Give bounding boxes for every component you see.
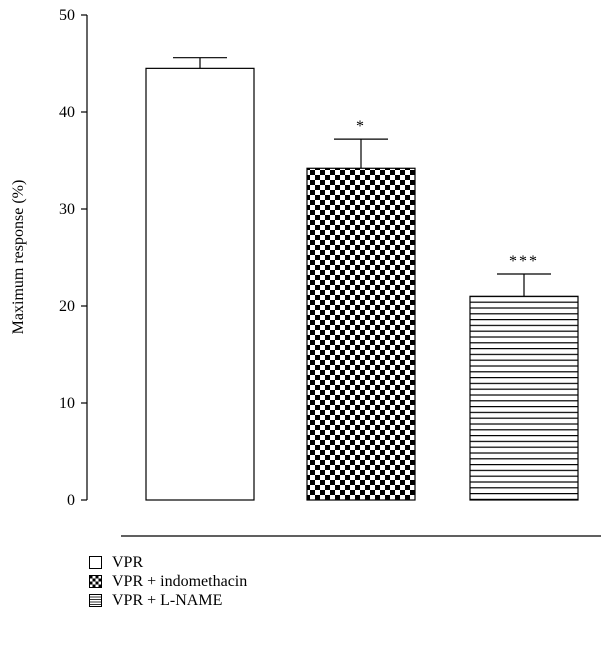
legend-label: VPR bbox=[112, 553, 144, 571]
legend-swatch bbox=[89, 594, 102, 607]
y-tick-label: 0 bbox=[67, 492, 75, 509]
legend-swatch-graphic bbox=[89, 556, 102, 569]
legend-swatch bbox=[89, 556, 102, 569]
y-tick-label: 30 bbox=[59, 201, 75, 218]
legend-swatch-graphic bbox=[89, 594, 102, 607]
significance-marker: * bbox=[356, 118, 366, 135]
y-axis-title: Maximum response (%) bbox=[10, 180, 27, 335]
legend-item: VPR + L-NAME bbox=[89, 591, 247, 610]
y-tick-label: 50 bbox=[59, 7, 75, 24]
bar bbox=[145, 67, 255, 501]
legend-swatch-graphic bbox=[89, 575, 102, 588]
y-axis: 0 10 20 30 40 50 bbox=[59, 7, 88, 509]
bars: **** bbox=[145, 57, 579, 501]
bar bbox=[306, 167, 416, 501]
y-tick-label: 10 bbox=[59, 395, 75, 412]
y-tick-label: 20 bbox=[59, 298, 75, 315]
legend: VPR VPR + indomethacin VPR + L-NAME bbox=[89, 553, 247, 610]
legend-item: VPR + indomethacin bbox=[89, 572, 247, 591]
y-tick-label: 40 bbox=[59, 104, 75, 121]
legend-label: VPR + L-NAME bbox=[112, 591, 223, 609]
legend-label: VPR + indomethacin bbox=[112, 572, 248, 590]
legend-swatch bbox=[89, 575, 102, 588]
legend-item: VPR bbox=[89, 553, 247, 572]
bar bbox=[469, 295, 579, 501]
significance-marker: *** bbox=[509, 253, 539, 270]
